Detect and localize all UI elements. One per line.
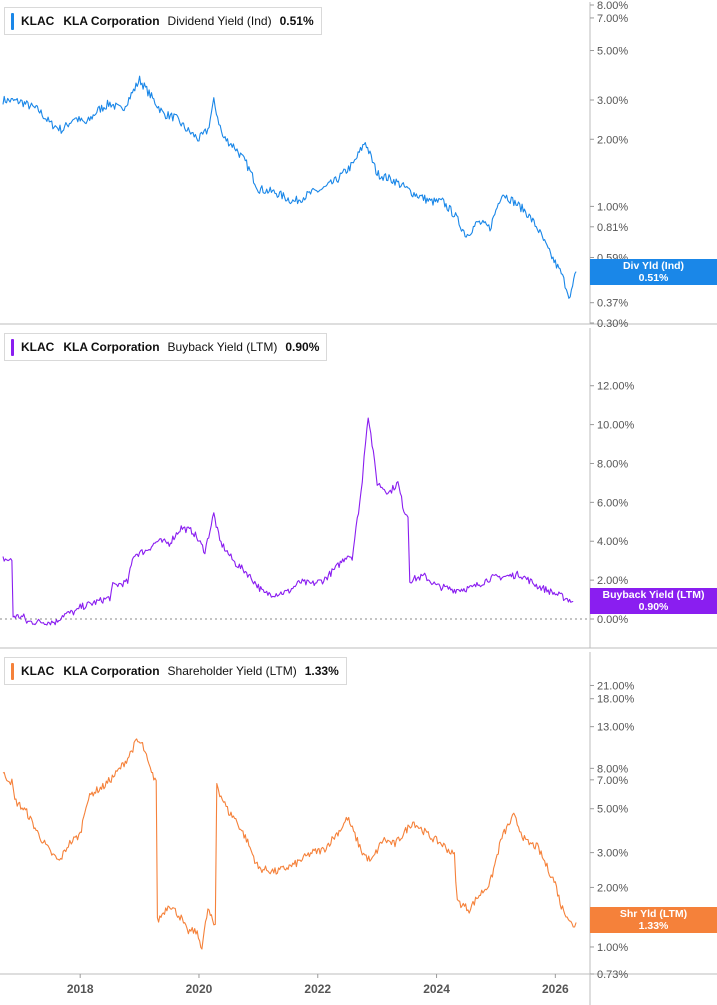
- buyback-yield-panel: 12.00% 10.00% 8.00% 6.00% 4.00% 2.00% 0.00%: [0, 328, 717, 649]
- y-tick-label: 1.00%: [597, 942, 628, 954]
- legend-value: 0.51%: [279, 14, 314, 28]
- y-tick-label: 2.00%: [597, 134, 628, 146]
- buyback-yield-legend[interactable]: KLAC KLA Corporation Buyback Yield (LTM)…: [4, 333, 328, 361]
- y-tick-label: 18.00%: [597, 694, 635, 706]
- y-tick-label: 5.00%: [597, 804, 628, 816]
- dividend-yield-legend[interactable]: KLAC KLA Corporation Dividend Yield (Ind…: [4, 7, 322, 35]
- legend-value: 0.90%: [285, 340, 320, 354]
- y-tick-label: 6.00%: [597, 497, 628, 509]
- y-tick-label: 2.00%: [597, 882, 628, 894]
- y-tick-label: 2.00%: [597, 575, 628, 587]
- shareholder-yield-panel: 21.00% 18.00% 13.00% 8.00%7.00% 5.00% 3.00% 2.…: [0, 652, 717, 981]
- legend-ticker: KLAC: [21, 340, 55, 354]
- y-tick-label: 7.00%: [597, 775, 628, 787]
- end-tag-value: 1.33%: [638, 920, 669, 932]
- y-tick-label: 12.00%: [597, 381, 635, 393]
- legend-ticker: KLAC: [21, 664, 55, 678]
- y-tick-label: 10.00%: [597, 420, 635, 432]
- dividend-series-swatch: [11, 12, 14, 30]
- x-tick-label: 2022: [304, 982, 331, 996]
- shareholder-yield-legend[interactable]: KLAC KLA Corporation Shareholder Yield (…: [4, 657, 347, 685]
- y-tick-label: 7.00%: [597, 13, 628, 25]
- end-tag-label: Div Yld (Ind): [622, 260, 685, 272]
- x-tick-label: 2020: [186, 982, 213, 996]
- x-tick-label: 2026: [542, 982, 569, 996]
- y-tick-label: 21.00%: [597, 680, 635, 692]
- legend-metric: Dividend Yield (Ind): [167, 14, 272, 28]
- legend-value: 1.33%: [304, 664, 339, 678]
- y-tick-label: 1.00%: [597, 201, 628, 213]
- buyback-yield-end-tag: Buyback Yield (LTM) 0.90%: [590, 588, 717, 614]
- x-tick-label: 2024: [423, 982, 450, 996]
- y-tick-label: 0.30%: [597, 318, 628, 330]
- shareholder-yield-line: [2, 738, 577, 950]
- y-tick-label: 0.81%: [597, 222, 628, 234]
- legend-metric: Buyback Yield (LTM): [167, 340, 278, 354]
- y-tick-label: 8.00%: [597, 763, 628, 775]
- y-tick-label: 0.73%: [597, 969, 628, 981]
- dividend-yield-line: [2, 75, 577, 299]
- legend-company: KLA Corporation: [63, 340, 160, 354]
- y-tick-label: 8.00%: [597, 458, 628, 470]
- y-tick-label: 5.00%: [597, 46, 628, 58]
- shareholder-yield-end-tag: Shr Yld (LTM) 1.33%: [590, 907, 717, 933]
- legend-company: KLA Corporation: [63, 14, 160, 28]
- end-tag-value: 0.51%: [638, 272, 669, 284]
- end-tag-label: Buyback Yield (LTM): [602, 589, 705, 601]
- x-tick-label: 2018: [67, 982, 94, 996]
- buyback-series-swatch: [11, 338, 14, 356]
- y-tick-label: 0.00%: [597, 614, 628, 626]
- legend-company: KLA Corporation: [63, 664, 160, 678]
- y-tick-label: 13.00%: [597, 722, 635, 734]
- legend-metric: Shareholder Yield (LTM): [167, 664, 297, 678]
- end-tag-label: Shr Yld (LTM): [619, 908, 688, 920]
- y-tick-label: 4.00%: [597, 536, 628, 548]
- end-tag-value: 0.90%: [638, 601, 669, 613]
- shareholder-series-swatch: [11, 662, 14, 680]
- dividend-yield-end-tag: Div Yld (Ind) 0.51%: [590, 259, 717, 285]
- y-tick-label: 3.00%: [597, 95, 628, 107]
- y-tick-label: 8.00%: [597, 0, 628, 12]
- buyback-yield-line: [2, 417, 574, 626]
- legend-ticker: KLAC: [21, 14, 55, 28]
- y-tick-label: 0.37%: [597, 298, 628, 310]
- y-tick-label: 3.00%: [597, 848, 628, 860]
